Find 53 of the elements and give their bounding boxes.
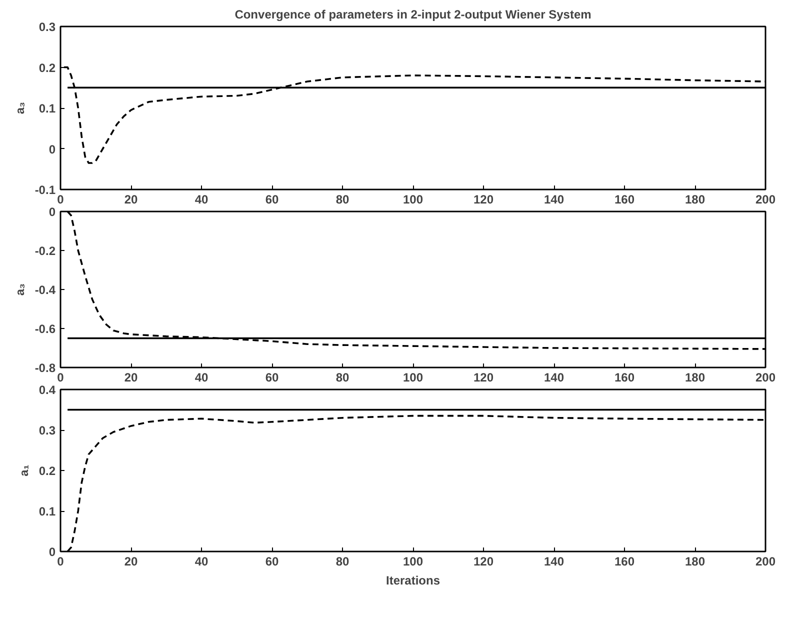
x-axis-title: Iterations — [386, 574, 440, 588]
x-tick-label: 140 — [544, 370, 564, 384]
x-tick-label: 160 — [614, 192, 635, 206]
y-axis-title: a₃ — [12, 283, 27, 296]
x-tick-label: 60 — [265, 192, 279, 206]
y-tick-label: 0.2 — [38, 464, 56, 478]
y-tick-label: 0 — [48, 142, 56, 156]
x-tick-label: 40 — [194, 554, 208, 568]
x-tick-label: 100 — [402, 370, 424, 384]
y-tick-label: 0 — [48, 545, 56, 559]
chart-title: Convergence of parameters in 2-input 2-output Wiener System — [234, 8, 592, 22]
y-tick-label: 0.3 — [38, 20, 56, 34]
y-axis-title: a₃ — [12, 102, 27, 114]
x-tick-label: 40 — [194, 192, 208, 206]
y-tick-label: -0.4 — [34, 283, 56, 297]
y-tick-label: 0.1 — [38, 102, 56, 116]
x-tick-label: 100 — [402, 554, 424, 568]
x-tick-label: 200 — [755, 192, 776, 206]
x-tick-label: 140 — [544, 554, 564, 568]
x-tick-label: 180 — [684, 554, 706, 568]
y-tick-label: 0.4 — [38, 383, 56, 397]
y-tick-label: -0.8 — [34, 361, 56, 375]
x-tick-label: 160 — [614, 370, 635, 384]
x-tick-label: 40 — [194, 370, 208, 384]
x-tick-label: 80 — [336, 554, 350, 568]
x-tick-label: 160 — [614, 554, 635, 568]
x-tick-label: 20 — [124, 370, 138, 384]
y-axis-title: a₁ — [16, 464, 31, 476]
x-tick-label: 60 — [265, 370, 279, 384]
x-tick-label: 120 — [473, 370, 494, 384]
y-tick-label: -0.6 — [34, 322, 56, 336]
y-tick-label: 0.1 — [38, 504, 56, 518]
y-tick-label: -0.2 — [34, 244, 56, 258]
x-tick-label: 0 — [57, 370, 64, 384]
y-tick-label: 0 — [48, 205, 56, 219]
y-tick-label: -0.1 — [34, 183, 56, 197]
x-tick-label: 20 — [124, 554, 138, 568]
x-tick-label: 120 — [473, 192, 494, 206]
x-tick-label: 80 — [336, 192, 350, 206]
x-tick-label: 0 — [57, 554, 64, 568]
x-tick-label: 180 — [684, 370, 706, 384]
y-tick-label: 0.3 — [38, 424, 56, 438]
y-tick-label: 0.2 — [38, 60, 56, 75]
x-tick-label: 200 — [755, 554, 776, 568]
x-tick-label: 100 — [402, 192, 424, 206]
x-tick-label: 140 — [544, 192, 564, 206]
x-tick-label: 120 — [473, 554, 494, 568]
x-tick-label: 20 — [124, 192, 138, 206]
x-tick-label: 80 — [336, 370, 350, 384]
x-tick-label: 0 — [57, 192, 64, 206]
x-tick-label: 60 — [265, 554, 279, 568]
x-tick-label: 180 — [684, 192, 706, 206]
x-tick-label: 200 — [755, 370, 776, 384]
